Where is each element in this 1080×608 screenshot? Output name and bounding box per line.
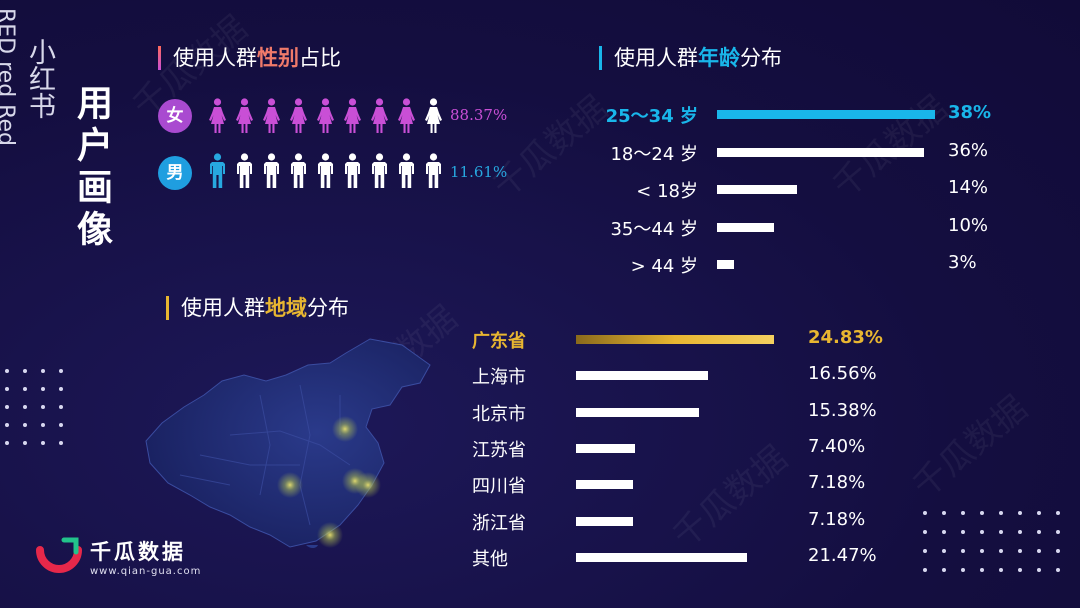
title-highlight: 性别 (257, 46, 299, 70)
bar (576, 407, 699, 417)
female-person-icon (317, 98, 334, 133)
gender-title: 使用人群性别占比 (158, 42, 341, 72)
male-person-icon (291, 153, 306, 188)
bar (717, 110, 935, 119)
female-person-icon (236, 98, 253, 133)
bar-label: 18～24 岁 (610, 143, 698, 165)
logo-name: 千瓜数据 (90, 540, 186, 564)
dot-grid-left-icon (5, 369, 63, 445)
bar-value-label: 16.56% (808, 363, 877, 385)
male-icon-row (207, 153, 444, 189)
female-person-icon (263, 98, 280, 133)
female-icon-row (207, 98, 444, 134)
bar-value-label: 21.47% (808, 544, 877, 566)
logo-url: www.qian-gua.com (90, 566, 202, 577)
bar (576, 480, 634, 490)
title-prefix: 使用人群 (614, 46, 698, 70)
bar-label: 浙江省 (472, 512, 526, 534)
portrait-title: 用户画像 (71, 84, 112, 252)
bar-label: 25～34 岁 (605, 106, 698, 127)
bar (717, 147, 924, 157)
bar (717, 185, 798, 194)
bar-value-label: 7.18% (808, 508, 866, 530)
brand-vertical: RED red Red 小红书 (0, 8, 55, 178)
male-person-icon (318, 153, 333, 188)
title-highlight: 地域 (265, 296, 307, 320)
bar-value-label: 15.38% (808, 399, 877, 421)
male-person-icon (237, 153, 252, 188)
watermark: 千瓜数据 (485, 88, 616, 207)
bar-value-label: 10% (948, 214, 989, 236)
bar-value-label: 24.83% (808, 327, 883, 348)
female-person-icon (398, 98, 415, 133)
title-suffix: 占比 (299, 46, 341, 70)
title-prefix: 使用人群 (181, 296, 265, 320)
female-person-icon (371, 98, 388, 133)
female-percentage: 88.37% (450, 106, 508, 124)
title-suffix: 分布 (740, 46, 782, 70)
brand-english: RED red Red (0, 8, 18, 146)
male-person-icon (210, 153, 225, 188)
title-prefix: 使用人群 (173, 46, 257, 70)
bar-value-label: 36% (948, 139, 989, 161)
male-person-icon (345, 153, 360, 188)
bar-label: > 44 岁 (630, 256, 698, 277)
title-accent-bar (158, 46, 161, 70)
bar (576, 335, 774, 344)
female-person-icon (425, 98, 442, 133)
female-badge: 女 (158, 99, 192, 133)
male-person-icon (426, 153, 441, 188)
title-suffix: 分布 (307, 296, 349, 320)
region-title: 使用人群地域分布 (166, 292, 349, 322)
male-person-icon (399, 153, 414, 188)
male-badge: 男 (158, 156, 192, 190)
male-percentage: 11.61% (450, 163, 508, 181)
watermark: 千瓜数据 (825, 88, 956, 207)
male-person-icon (372, 153, 387, 188)
bar-value-label: 3% (948, 252, 977, 273)
bar-label: 上海市 (472, 367, 526, 389)
bar-value-label: 14% (948, 177, 989, 198)
age-title: 使用人群年龄分布 (599, 42, 782, 72)
bar-label: 北京市 (472, 403, 526, 425)
bar (576, 552, 748, 562)
bar (717, 222, 775, 232)
title-accent-bar (599, 46, 602, 70)
watermark: 千瓜数据 (905, 388, 1036, 507)
qiangua-logo-icon (36, 537, 82, 573)
bar-label: 江苏省 (472, 439, 526, 461)
bar (576, 443, 635, 453)
bar (576, 371, 709, 381)
bar-value-label: 38% (948, 102, 992, 123)
dot-grid-right-icon (923, 511, 1060, 572)
bar-value-label: 7.40% (808, 435, 866, 457)
brand-chinese: 小红书 (24, 38, 55, 119)
title-accent-bar (166, 296, 169, 320)
female-person-icon (344, 98, 361, 133)
bar (717, 260, 735, 269)
bar-label: 四川省 (472, 476, 526, 498)
watermark: 千瓜数据 (665, 438, 796, 557)
title-highlight: 年龄 (698, 46, 740, 70)
bar-label: 35～44 岁 (610, 218, 698, 240)
female-person-icon (209, 98, 226, 133)
bar-label: 广东省 (472, 331, 526, 352)
china-map-icon (145, 338, 431, 548)
qiangua-logo: 千瓜数据 www.qian-gua.com (36, 536, 200, 580)
bar (576, 516, 634, 526)
male-person-icon (264, 153, 279, 188)
bar-label: < 18岁 (636, 181, 698, 202)
bar-value-label: 7.18% (808, 472, 866, 494)
female-person-icon (290, 98, 307, 133)
bar-label: 其他 (472, 548, 508, 570)
